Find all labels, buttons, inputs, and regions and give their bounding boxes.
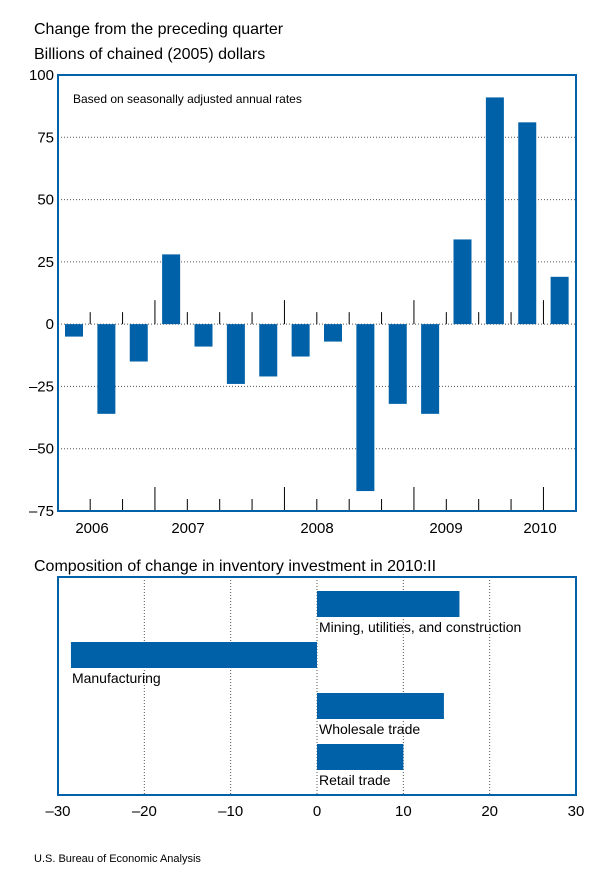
chart1-bar — [421, 324, 440, 414]
chart1-year-label: 2008 — [300, 520, 333, 537]
chart1-bar — [259, 324, 278, 377]
chart1-bar — [194, 324, 213, 347]
chart1-y-tick-label: 25 — [37, 254, 54, 271]
chart1-bar — [226, 324, 245, 384]
chart1-y-tick-label: 0 — [46, 316, 54, 333]
chart2-bar — [70, 642, 317, 668]
chart1-bar — [485, 97, 504, 325]
chart1-bars — [65, 97, 569, 492]
chart1-bar — [453, 239, 472, 325]
chart2-bar — [317, 693, 444, 719]
panel2-title: Composition of change in inventory inves… — [34, 558, 436, 575]
chart1-year-label: 2010 — [523, 520, 556, 537]
chart1-y-tick-label: 100 — [29, 67, 54, 84]
chart2-x-tick-label: 10 — [395, 803, 412, 820]
chart1-bar — [162, 254, 181, 325]
chart2-x-tick-label: –10 — [218, 803, 243, 820]
chart2-bar-label: Retail trade — [319, 772, 391, 788]
chart1-frame — [57, 74, 577, 512]
chart1-bar — [388, 324, 407, 404]
chart1-y-tick-label: –25 — [29, 378, 54, 395]
subtitle-line2: Billions of chained (2005) dollars — [34, 46, 265, 63]
chart2-frame — [57, 576, 577, 796]
chart1-bar — [356, 324, 375, 492]
chart1-year-label: 2009 — [429, 520, 462, 537]
chart1-note: Based on seasonally adjusted annual rate… — [73, 92, 302, 106]
chart1-bar — [97, 324, 116, 414]
subtitle-line1: Change from the preceding quarter — [34, 21, 284, 38]
chart2-x-tick-label: –30 — [45, 803, 70, 820]
chart1-y-tick-label: –75 — [29, 503, 54, 520]
chart1-y-tick-label: –50 — [29, 441, 54, 458]
chart1-y-tick-label: 50 — [37, 192, 54, 209]
chart1-y-tick-labels: –75 –50 –25 0 25 50 75 100 — [29, 67, 54, 520]
chart1-bar — [291, 324, 310, 357]
chart2-x-tick-label: 0 — [313, 803, 321, 820]
chart2-x-tick-labels: –30 –20 –10 0 10 20 30 — [45, 803, 584, 820]
chart2-bar — [317, 744, 404, 770]
chart1-tick-marks — [89, 300, 544, 511]
chart2-bar — [317, 591, 460, 617]
chart1-bar — [129, 324, 148, 362]
chart2-bar-label: Manufacturing — [72, 670, 161, 686]
chart1-year-label: 2006 — [75, 520, 108, 537]
chart2-bars — [70, 591, 460, 770]
chart2-bar-label: Mining, utilities, and construction — [319, 619, 521, 635]
chart1-bar — [518, 122, 537, 325]
chart1-bar — [324, 324, 342, 342]
chart1-bar — [65, 324, 83, 337]
source-label: U.S. Bureau of Economic Analysis — [34, 853, 201, 865]
chart1-year-labels: 2006 2007 2008 2009 2010 — [75, 520, 556, 537]
chart2-bar-label: Wholesale trade — [319, 721, 420, 737]
chart1-y-tick-label: 75 — [37, 129, 54, 146]
quarterly-change-chart: –75 –50 –25 0 25 50 75 100 2006 2007 2008 2009 2010… — [29, 67, 577, 537]
chart2-bar-labels: Mining, utilities, and construction Manuf… — [72, 619, 521, 788]
chart2-x-tick-label: 30 — [568, 803, 585, 820]
chart2-x-tick-label: –20 — [132, 803, 157, 820]
inventory-composition-chart: Mining, utilities, and construction Manuf… — [45, 576, 584, 820]
chart1-year-label: 2007 — [171, 520, 204, 537]
chart2-x-tick-label: 20 — [481, 803, 498, 820]
chart1-bar — [550, 276, 569, 325]
